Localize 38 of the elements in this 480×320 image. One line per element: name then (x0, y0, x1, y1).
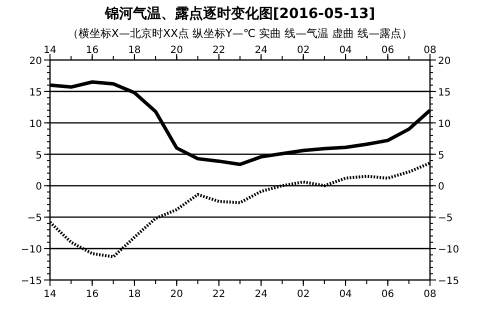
y-tick-label: 15 (29, 87, 42, 98)
x2-tick-label: 18 (128, 289, 141, 300)
x-tick-label: 02 (296, 45, 310, 56)
x2-tick-label: 16 (86, 289, 99, 300)
y-tick-label: −10 (20, 244, 42, 256)
y-tick-label: 20 (29, 56, 42, 67)
y-tick-label: −15 (20, 276, 42, 287)
x-tick-label: 06 (381, 45, 394, 56)
y2-tick-label: −10 (438, 244, 460, 256)
y2-tick-label: 0 (438, 182, 444, 193)
chart-title: 锦河气温、露点逐时变化图[2016-05-13] (104, 5, 376, 22)
y-tick-label: 10 (29, 118, 42, 130)
x2-tick-label: 04 (339, 289, 352, 300)
y2-tick-label: 10 (438, 118, 451, 130)
x2-tick-label: 24 (254, 289, 268, 300)
x2-tick-label: 22 (212, 289, 226, 300)
y2-tick-label: 15 (438, 87, 451, 98)
x-tick-label: 04 (339, 45, 352, 56)
chart-subtitle: （横坐标X—北京时XX点 纵坐标Y—℃ 实曲 线—气温 虚曲 线—露点） (67, 27, 413, 40)
x2-tick-label: 20 (170, 289, 184, 300)
y2-tick-label: −5 (438, 213, 453, 224)
y2-tick-label: 5 (438, 150, 444, 162)
x-tick-label: 08 (424, 45, 436, 56)
x2-tick-label: 06 (381, 289, 394, 300)
y2-tick-label: −15 (438, 276, 460, 287)
x2-tick-label: 14 (44, 289, 56, 300)
x2-tick-label: 02 (296, 289, 310, 300)
x-tick-label: 20 (170, 45, 184, 56)
y-tick-label: 0 (36, 182, 42, 193)
y-tick-label: 5 (36, 150, 42, 162)
x-tick-label: 14 (44, 45, 56, 56)
y-tick-label: −5 (27, 213, 42, 224)
y2-tick-label: 20 (438, 56, 451, 67)
x-tick-label: 16 (86, 45, 99, 56)
x-tick-label: 22 (212, 45, 226, 56)
x2-tick-label: 08 (424, 289, 436, 300)
x-tick-label: 24 (254, 45, 268, 56)
x-tick-label: 18 (128, 45, 141, 56)
